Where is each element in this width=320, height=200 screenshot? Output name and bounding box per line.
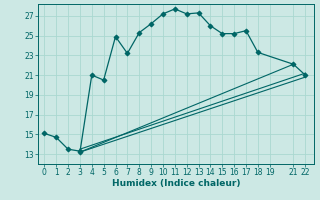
Point: [184, 12, 189, 15]
Point: [137, 31, 142, 34]
Point: [89, 74, 94, 77]
Point: [244, 29, 249, 32]
Point: [125, 52, 130, 55]
Point: [77, 150, 83, 153]
Point: [113, 35, 118, 38]
Point: [291, 63, 296, 66]
Point: [208, 24, 213, 27]
Point: [148, 22, 154, 25]
Point: [303, 74, 308, 77]
Point: [255, 51, 260, 54]
X-axis label: Humidex (Indice chaleur): Humidex (Indice chaleur): [112, 179, 240, 188]
Point: [196, 11, 201, 14]
Point: [42, 132, 47, 135]
Point: [220, 32, 225, 35]
Point: [160, 12, 165, 15]
Point: [66, 148, 71, 151]
Point: [101, 78, 106, 82]
Point: [77, 151, 83, 154]
Point: [232, 32, 237, 35]
Point: [54, 136, 59, 139]
Point: [172, 7, 177, 11]
